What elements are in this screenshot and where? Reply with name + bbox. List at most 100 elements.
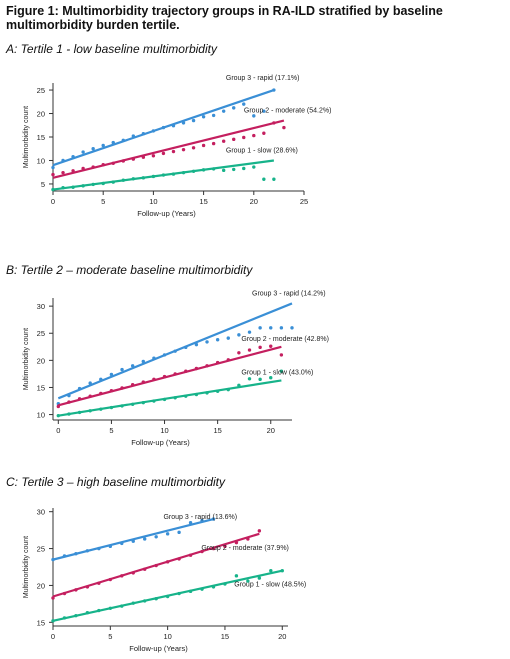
series-label: Group 2 - moderate (54.2%)	[244, 108, 332, 115]
data-point	[234, 574, 239, 578]
data-point	[74, 552, 78, 556]
data-point	[109, 389, 114, 393]
y-tick-label: 20	[37, 581, 45, 590]
series-label: Group 1 - slow (28.6%)	[226, 147, 298, 154]
y-tick-label: 15	[37, 383, 45, 392]
data-point	[272, 177, 276, 181]
y-axis-label: Multimorbidity count	[23, 536, 30, 598]
data-point	[151, 154, 156, 158]
data-point	[242, 102, 246, 106]
data-point	[211, 546, 216, 551]
data-point	[279, 369, 284, 373]
trajectory-line	[52, 517, 214, 561]
x-axis-label: Follow-up (Years)	[131, 438, 190, 447]
data-point	[101, 163, 105, 167]
x-tick-label: 5	[101, 197, 105, 206]
panel-b-title: B: Tertile 2 – moderate baseline multimo…	[6, 263, 253, 277]
x-tick-label: 0	[56, 426, 60, 435]
y-axis-label: Multimorbidity count	[23, 106, 30, 168]
data-point	[85, 585, 90, 589]
data-point	[200, 518, 204, 523]
x-axis-label: Follow-up (Years)	[129, 644, 188, 653]
figure-title: Figure 1: Multimorbidity trajectory grou…	[6, 4, 443, 32]
data-point	[61, 170, 65, 175]
data-point	[211, 585, 216, 589]
data-point	[109, 372, 114, 377]
x-tick-label: 25	[300, 197, 308, 206]
data-point	[61, 158, 65, 163]
data-point	[143, 537, 147, 541]
data-point	[184, 369, 188, 373]
data-point	[269, 568, 273, 573]
data-point	[71, 155, 75, 159]
data-point	[258, 377, 262, 382]
y-tick-label: 5	[41, 180, 45, 189]
data-point	[201, 115, 206, 119]
data-point	[120, 541, 124, 546]
data-point	[257, 576, 262, 580]
panel-c-title: C: Tertile 3 – high baseline multimorbid…	[6, 475, 225, 489]
data-point	[234, 540, 239, 545]
data-point	[51, 596, 55, 600]
data-point	[165, 532, 170, 536]
panel-a-title: A: Tertile 1 - low baseline multimorbidi…	[6, 42, 217, 56]
data-point	[74, 588, 78, 592]
trajectory-line	[52, 119, 285, 179]
data-point	[232, 106, 236, 110]
x-tick-label: 10	[149, 197, 157, 206]
data-point	[111, 161, 115, 165]
data-point	[177, 557, 181, 561]
data-point	[279, 353, 284, 357]
data-point	[205, 364, 209, 368]
data-point	[252, 114, 256, 118]
data-point	[120, 386, 124, 390]
data-point	[51, 165, 55, 170]
data-point	[99, 377, 103, 382]
data-point	[247, 377, 252, 381]
y-tick-label: 20	[37, 356, 45, 365]
y-tick-label: 20	[37, 110, 45, 119]
data-point	[246, 579, 250, 583]
data-point	[269, 326, 273, 330]
data-point	[131, 539, 135, 543]
data-point	[56, 413, 61, 418]
data-point	[131, 601, 135, 605]
data-point	[141, 400, 145, 405]
data-point	[165, 594, 170, 599]
data-point	[120, 574, 124, 578]
x-tick-label: 20	[250, 197, 258, 206]
data-point	[152, 399, 156, 403]
series-label: Group 1 - slow (43.0%)	[241, 369, 313, 376]
data-point	[81, 184, 85, 188]
data-point	[252, 165, 256, 169]
data-point	[226, 387, 230, 392]
data-point	[61, 186, 65, 190]
data-point	[221, 168, 226, 173]
data-point	[237, 351, 241, 355]
data-point	[101, 181, 105, 186]
data-point	[143, 599, 147, 603]
data-point	[162, 397, 167, 402]
data-point	[191, 146, 196, 150]
data-point	[237, 333, 241, 337]
data-point	[188, 553, 193, 557]
data-point	[211, 141, 216, 146]
data-point	[141, 359, 145, 364]
data-point	[191, 118, 196, 123]
data-point	[120, 604, 124, 608]
y-tick-label: 15	[37, 133, 45, 142]
trajectory-line	[58, 345, 282, 407]
data-point	[120, 367, 124, 372]
x-tick-label: 20	[278, 632, 286, 641]
y-tick-label: 30	[37, 508, 45, 517]
data-point	[201, 143, 206, 148]
data-point	[85, 549, 90, 553]
chart-panel-b: 10 15 20 25 30 0 5 10 15 20 Follow-up (Years) Multi…	[23, 290, 329, 447]
x-tick-label: 0	[51, 197, 55, 206]
data-point	[152, 356, 156, 360]
data-point	[121, 178, 125, 182]
series-label: Group 3 - rapid (17.1%)	[226, 75, 300, 82]
data-point	[252, 133, 256, 138]
data-point	[205, 391, 209, 395]
